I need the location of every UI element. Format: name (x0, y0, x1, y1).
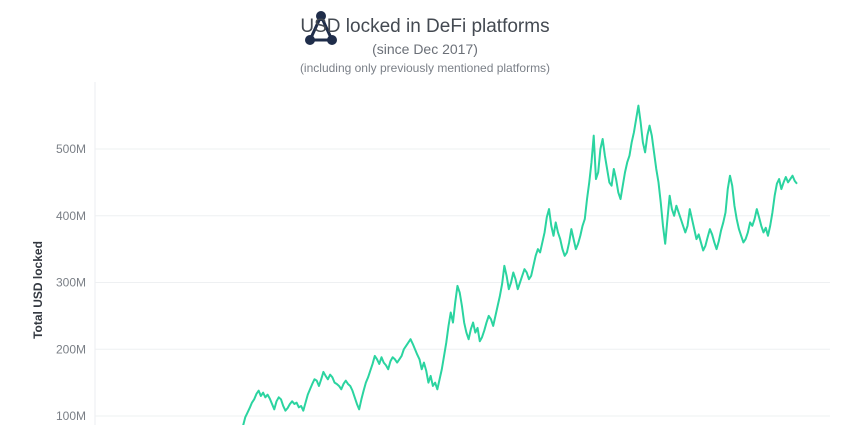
y-tick-label: 400M (56, 209, 86, 223)
grid-lines (95, 148, 830, 417)
chart-header: USD locked in DeFi platforms (since Dec … (0, 0, 850, 80)
y-axis-title: Total USD locked (31, 241, 45, 339)
y-tick-label: 300M (56, 276, 86, 290)
chart-note: (including only previously mentioned pla… (299, 61, 551, 75)
series-group (242, 104, 798, 425)
y-tick-labels: 100M 200M 300M 400M 500M (56, 142, 86, 423)
chart-subtitle: (since Dec 2017) (372, 41, 478, 57)
network-nodes-icon (305, 11, 337, 45)
y-tick-label: 500M (56, 142, 86, 156)
y-tick-label: 200M (56, 342, 86, 356)
y-tick-label: 100M (56, 409, 86, 423)
series-line-0 (242, 104, 798, 425)
chart-title: USD locked in DeFi platforms (300, 16, 550, 37)
